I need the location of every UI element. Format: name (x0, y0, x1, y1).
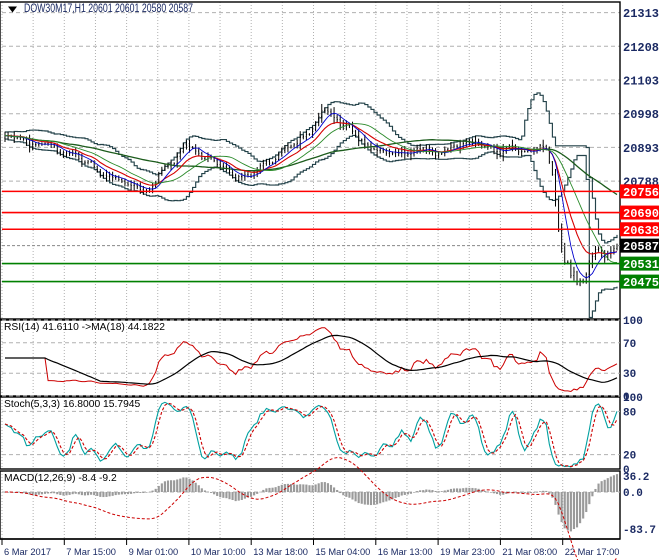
svg-text:36.2: 36.2 (623, 472, 649, 484)
svg-text:100: 100 (623, 316, 643, 328)
svg-text:10 Mar 10:00: 10 Mar 10:00 (191, 547, 246, 557)
svg-text:RSI(14) 41.6110 ->MA(18) 44.1: RSI(14) 41.6110 ->MA(18) 44.1822 (4, 322, 165, 333)
svg-text:100: 100 (623, 393, 643, 405)
svg-text:DOW30M17,H1 20601 20601 20580: DOW30M17,H1 20601 20601 20580 20587 (24, 3, 193, 15)
svg-text:21103: 21103 (623, 74, 659, 88)
svg-text:70: 70 (623, 339, 636, 351)
svg-text:MACD(12,26,9) -8.4 -9.2: MACD(12,26,9) -8.4 -9.2 (4, 473, 117, 484)
svg-text:20638: 20638 (623, 224, 659, 238)
svg-text:-83.7: -83.7 (623, 525, 656, 537)
svg-text:80: 80 (623, 407, 636, 419)
svg-text:9 Mar 01:00: 9 Mar 01:00 (129, 547, 179, 557)
svg-text:20531: 20531 (623, 258, 659, 272)
svg-text:7 Mar 15:00: 7 Mar 15:00 (66, 547, 116, 557)
svg-text:21 Mar 08:00: 21 Mar 08:00 (502, 547, 557, 557)
svg-text:20690: 20690 (623, 207, 659, 221)
svg-text:16 Mar 13:00: 16 Mar 13:00 (378, 547, 433, 557)
svg-text:0.0: 0.0 (623, 488, 643, 500)
svg-text:30: 30 (623, 369, 636, 381)
svg-text:20: 20 (623, 451, 636, 463)
svg-text:20475: 20475 (623, 276, 659, 290)
svg-text:6 Mar 2017: 6 Mar 2017 (4, 547, 51, 557)
svg-text:21313: 21313 (623, 7, 659, 21)
svg-text:21208: 21208 (623, 41, 659, 55)
svg-text:20893: 20893 (623, 142, 659, 156)
svg-text:Stoch(5,3,3) 16.8000 15.7945: Stoch(5,3,3) 16.8000 15.7945 (4, 399, 141, 410)
svg-text:20998: 20998 (623, 108, 659, 122)
svg-text:15 Mar 04:00: 15 Mar 04:00 (316, 547, 371, 557)
svg-text:22 Mar 17:00: 22 Mar 17:00 (565, 547, 620, 557)
svg-text:20587: 20587 (623, 240, 659, 254)
svg-text:20756: 20756 (623, 186, 659, 200)
svg-text:19 Mar 23:00: 19 Mar 23:00 (440, 547, 495, 557)
svg-text:13 Mar 18:00: 13 Mar 18:00 (253, 547, 308, 557)
